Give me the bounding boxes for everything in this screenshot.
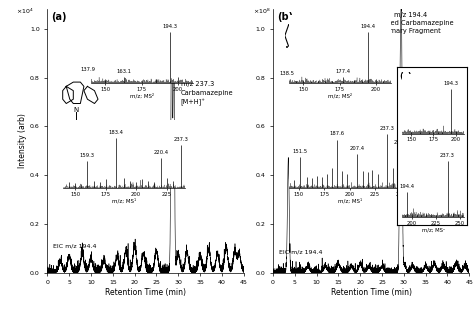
Text: m/z 194.4
Proposed Carbamazepine
Primary Fragment: m/z 194.4 Proposed Carbamazepine Primary…: [367, 12, 453, 34]
Text: (b): (b): [277, 12, 293, 22]
X-axis label: Retention Time (min): Retention Time (min): [331, 288, 411, 297]
Text: $\times10^8$: $\times10^8$: [254, 7, 271, 16]
Text: EIC m/z 194.4: EIC m/z 194.4: [279, 249, 322, 254]
Text: EIC m/z 194.4: EIC m/z 194.4: [53, 244, 97, 249]
Text: m/z 237.3
Carbamazepine
[M+H]⁺: m/z 237.3 Carbamazepine [M+H]⁺: [181, 81, 234, 106]
Text: (a): (a): [51, 12, 67, 22]
X-axis label: Retention Time (min): Retention Time (min): [105, 288, 186, 297]
Y-axis label: Intensity (arb): Intensity (arb): [18, 113, 27, 169]
Text: $\times10^4$: $\times10^4$: [16, 7, 34, 16]
